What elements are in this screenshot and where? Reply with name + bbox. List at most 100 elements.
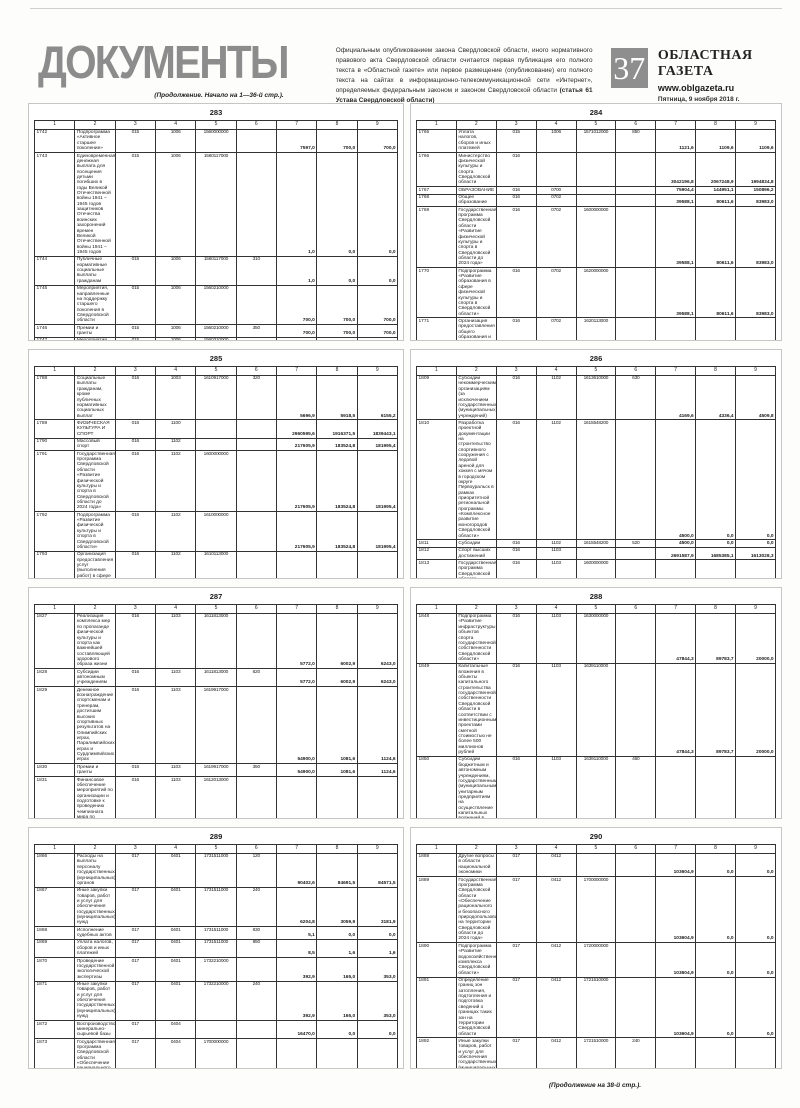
table-row: 1849 Капитальные вложения в объекты капит… [416,662,776,757]
row-index-cell: 1766 [416,152,457,188]
amount-cell: 1613028,3 [735,546,776,561]
row-index-cell: 1849 [416,662,457,757]
code-cell: 1700000000 [575,876,617,944]
amount-cell: 5696,9 [275,374,318,421]
code-cell: 017 [114,938,156,959]
column-header: 5 [575,366,617,376]
amount-cell: 1685385,1 [695,546,736,561]
amount-cell: 0,0 [356,255,399,286]
code-cell [235,437,277,452]
amount-cell: 1613028,3 [735,559,776,578]
code-cell: 0401 [154,852,197,888]
amount-cell: 6002,9 [316,668,358,688]
table-row: 1868 Исполнение судебных актов 017 0401 1731… [33,926,399,940]
code-cell: 1571012000 [575,128,617,154]
column-header: 7 [655,120,697,130]
amount-cell: 0,0 [695,852,736,878]
budget-table-289: 1 2 3 4 5 6 7 8 9 1866 Расходы на выплаты персонал… [33,844,399,1068]
code-cell: 350 [235,324,277,338]
column-header: 3 [495,120,537,130]
table-row: 1889 Государственная программа Свердловск… [416,876,776,944]
amount-cell: 39588,1 [655,317,697,340]
budget-table-290: 1 2 3 4 5 6 7 8 9 1888 Другие вопросы в области на… [416,844,776,1068]
amount-cell: 71128,6 [275,776,318,818]
name-cell: Премии и гранты [74,763,116,778]
publication-notice-text: Официальным опубликованием закона Свердл… [335,47,593,94]
table-row: 1788 Социальные выплаты гражданам, кроме … [33,374,399,421]
table-number: 283 [209,108,223,117]
amount-cell: 0,0 [316,255,358,286]
code-cell: 017 [495,876,537,944]
amount-cell: 5,1 [275,926,318,940]
table-row: 1866 Расходы на выплаты персоналу государ… [33,852,399,888]
name-cell: Единовременная денежная выплата для посе… [74,152,116,257]
name-cell: Организация предоставления общего образо… [455,317,497,340]
amount-cell: 5772,0 [275,612,318,670]
row-index-cell: 1809 [416,374,457,421]
budget-table-287: 1 2 3 4 5 6 7 8 9 1827 Реализация комплекса мер по… [33,604,399,818]
code-cell: 017 [114,957,156,982]
table-row: 1743 Единовременная денежная выплата для … [33,152,399,257]
column-header: 1 [416,604,457,614]
table-row: 1790 Массовый спорт 016 1102 217605,9 183524,… [33,437,399,452]
table-number: 288 [589,592,603,601]
code-cell: 016 [114,437,156,452]
name-cell: Уплата налогов, сборов и иных платежей [455,128,497,154]
code-cell: 620 [235,668,277,688]
name-cell: Уплата налогов, сборов и иных платежей [74,938,116,959]
code-cell: 1639110000 [575,662,617,757]
column-header: 1 [416,366,457,376]
amount-cell: 4500,0 [655,539,697,548]
amount-cell: 83983,0 [735,193,776,208]
column-header: 6 [235,604,277,614]
row-index-cell: 1791 [33,450,76,513]
code-cell [615,193,657,208]
code-cell: 0702 [535,206,577,269]
name-cell: Министерство физической культуры и спорт… [455,152,497,188]
amount-cell: 39588,1 [655,267,697,319]
code-cell: 1610917000 [195,374,237,421]
amount-cell: 89783,7 [695,612,736,664]
amount-cell: 54900,0 [275,686,318,765]
code-cell [615,419,657,541]
table-row: 1765 Уплата налогов, сборов и иных платеж… [416,128,776,154]
amount-cell: 39588,1 [655,206,697,269]
code-cell [235,1020,277,1040]
code-cell [235,419,277,439]
name-cell: Социальные выплаты гражданам, кроме публ… [74,374,116,421]
amount-cell: 700,0 [275,324,318,338]
table-row: 1789 ФИЗИЧЕСКАЯ КУЛЬТУРА И СПОРТ 016 1100 29… [33,419,399,439]
row-index-cell: 1866 [33,852,76,888]
amount-cell: 700,0 [316,284,358,326]
table-row: 1809 Субсидии некоммерческим организациям… [416,374,776,421]
code-cell: 0404 [154,1038,197,1068]
amount-cell: 181995,4 [356,511,399,552]
row-index-cell: 1850 [416,755,457,818]
amount-cell: 1,6 [316,938,358,959]
amount-cell: 392,9 [275,957,318,982]
amount-cell: 89783,7 [695,755,736,818]
table-block-287: 287 1 2 3 4 5 6 7 8 9 1827 Реализация комплекса ме… [28,587,404,819]
code-cell: 0700 [535,186,577,195]
name-cell: Государственная программа Свердловской о… [74,450,116,513]
amount-cell: 183524,8 [316,437,358,452]
code-cell: 1611813000 [195,612,237,670]
code-cell [615,186,657,195]
code-cell: 1560117000 [195,255,237,286]
table-row: 1812 Спорт высших достижений 016 1103 269158… [416,546,776,561]
code-cell: 1006 [535,128,577,154]
code-cell [575,852,617,878]
amount-cell: 2496,0 [275,336,318,340]
row-index-cell: 1872 [33,1020,76,1040]
amount-cell: 0,0 [695,539,736,548]
code-cell [615,546,657,561]
code-cell: 1620113000 [575,317,617,340]
code-cell: 1006 [154,324,197,338]
column-header: 2 [74,120,116,130]
amount-cell: 0,0 [735,942,776,978]
column-header: 8 [316,120,358,130]
code-cell: 0702 [535,193,577,208]
column-header: 3 [114,844,156,854]
